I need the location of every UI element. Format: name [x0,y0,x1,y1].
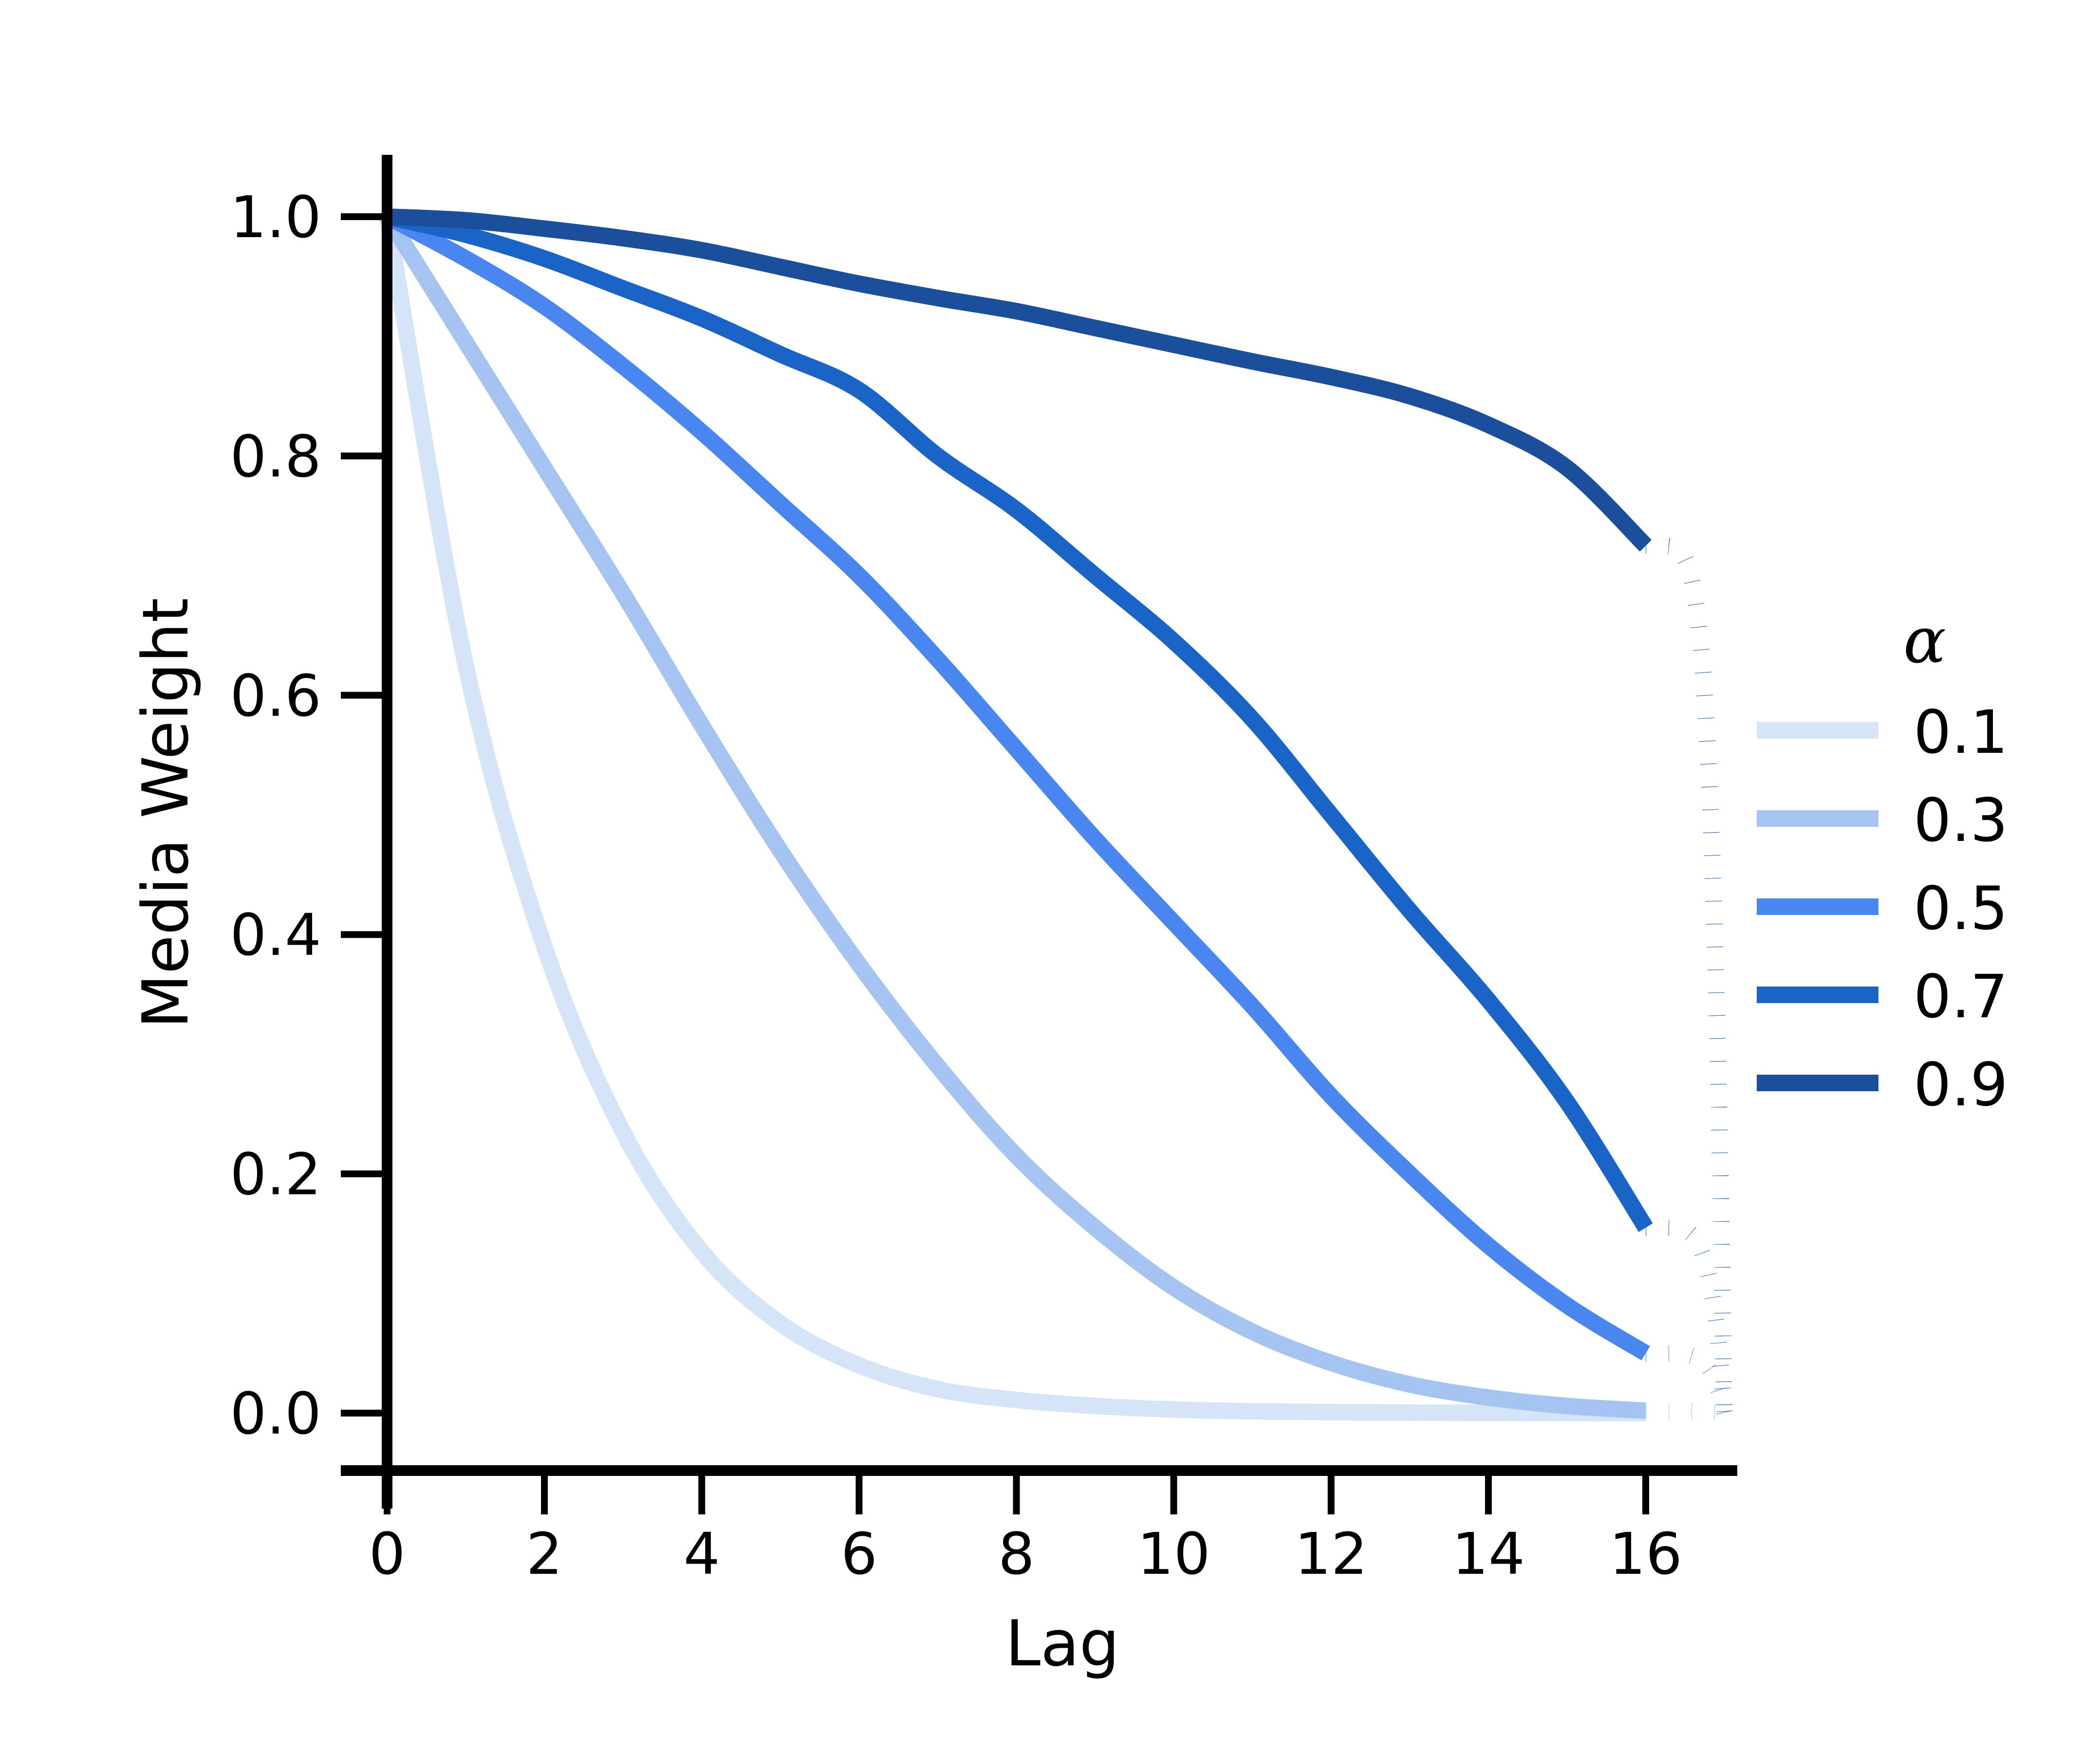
series-0-5 [383,209,1733,1416]
y-tick-label: 0.2 [230,1141,321,1208]
x-tick-label: 2 [526,1520,563,1587]
x-tick-label: 6 [841,1520,877,1587]
series-line-dotted [1645,1219,1733,1414]
series-0-9 [387,208,1733,1414]
legend-item-label: 0.5 [1914,874,2008,943]
y-tick-label: 0.0 [230,1380,321,1447]
legend-item-label: 0.9 [1914,1050,2008,1119]
series-line-solid [387,208,1652,552]
legend-title: α [1903,603,1946,677]
x-tick-label: 10 [1137,1520,1210,1587]
series-line-dotted [1646,1402,1731,1421]
y-tick-label: 0.8 [230,423,321,490]
series-0-1 [379,215,1731,1421]
x-axis-ticks [384,1471,1649,1514]
series-line-dotted [1645,1345,1733,1416]
x-tick-label: 12 [1295,1520,1368,1587]
series-line-solid [380,212,1647,1419]
series-0-7 [385,208,1733,1414]
series-line-solid [379,215,1646,1421]
series-line-solid [385,208,1653,1232]
legend-item-0-1[interactable]: 0.1 [1757,698,2008,767]
x-axis-title: Lag [1005,1606,1120,1680]
legend: α 0.1 0.3 0.5 0.7 0.9 [1757,603,2008,1119]
y-tick-label: 0.6 [230,662,321,729]
y-tick-label: 0.4 [230,901,321,969]
y-tick-label: 1.0 [230,184,321,251]
legend-entries: 0.1 0.3 0.5 0.7 0.9 [1757,698,2008,1119]
y-axis-tick-labels: 0.0 0.2 0.4 0.6 0.8 1.0 [230,184,321,1447]
y-axis-title: Media Weight [129,598,203,1029]
series-line-solid [383,209,1650,1361]
x-tick-label: 4 [684,1520,720,1587]
x-tick-label: 8 [998,1520,1035,1587]
legend-item-label: 0.7 [1914,962,2008,1031]
curves-layer [379,208,1733,1421]
x-tick-label: 0 [369,1520,405,1587]
legend-item-0-9[interactable]: 0.9 [1757,1050,2008,1119]
legend-item-label: 0.1 [1914,698,2008,767]
x-axis-tick-labels: 0 2 4 6 8 10 12 14 16 [369,1520,1682,1587]
series-0-3 [380,212,1731,1421]
legend-item-0-3[interactable]: 0.3 [1757,786,2008,855]
series-line-dotted [1645,537,1733,1414]
y-axis-ticks [341,213,387,1417]
legend-item-label: 0.3 [1914,786,2008,855]
x-tick-label: 16 [1609,1520,1682,1587]
legend-item-0-5[interactable]: 0.5 [1757,874,2008,943]
x-tick-label: 14 [1452,1520,1525,1587]
legend-item-0-7[interactable]: 0.7 [1757,962,2008,1031]
